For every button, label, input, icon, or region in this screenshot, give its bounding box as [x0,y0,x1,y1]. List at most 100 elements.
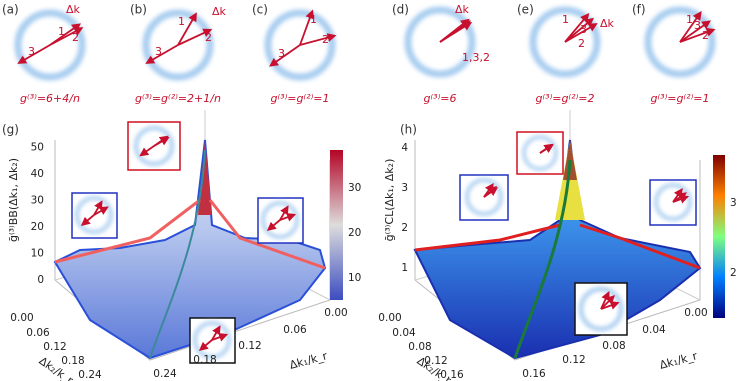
y-tick-label: 0.00 [378,312,401,324]
arrow [177,12,197,46]
arrow-label: 2 [578,37,585,50]
x-tick-label: 0.16 [522,368,546,380]
x-tick-label: 0.00 [324,307,347,319]
y-tick-label: 0.12 [43,341,66,353]
ring [75,196,113,234]
ring [261,201,299,239]
x-axis-label: Δk₁/k_r [658,349,699,372]
z-axis-label: ḡ⁽³⁾BB(Δk₁, Δk₂) [7,158,20,242]
arrow-label: Δk [455,3,470,16]
x-tick-label: 0.18 [193,354,216,366]
colorbar-tick-label: 10 [348,272,361,284]
arrow [672,192,688,203]
axes-box [414,140,701,361]
colorbar [713,155,725,318]
z-tick-label: 20 [31,221,44,233]
arrow [145,44,179,64]
x-tick-label: 0.12 [562,354,585,366]
arrow [266,219,281,231]
arrow-label: 1 [310,13,317,26]
ring [264,9,336,81]
arrow [153,136,170,147]
arrow [17,44,51,64]
panel-label: (c) [252,3,268,17]
arrow [679,11,702,43]
diagonal [513,159,572,359]
x-tick-label: 0.24 [153,368,177,380]
colorbar-tick-label: 30 [348,182,361,194]
arrow [198,339,213,351]
y-tick-label: 0.06 [26,327,50,339]
arrow [80,214,95,226]
arrow-label: 1 [58,25,65,38]
colorbar-tick-label: 20 [348,227,361,239]
arrow [564,17,594,43]
formula: g⁽³⁾=g⁽²⁾=1 [650,92,709,105]
arrow-label: 2 [72,31,79,44]
ring [14,9,86,81]
x-tick-label: 0.06 [283,324,307,336]
x-axis-label: Δk₁/k_r [288,349,329,372]
arrow [279,213,297,222]
formula: g⁽³⁾=6+4/n [20,92,80,105]
formula: g⁽³⁾=6 [423,92,456,105]
arrow [600,301,620,310]
x-tick-label: 0.04 [642,324,666,336]
panel-label: (h) [400,123,417,137]
arrow-label: 3 [580,23,587,36]
arrow-label: 1,3,2 [462,51,490,64]
panel-label: (a) [2,3,19,17]
diagonal [149,149,206,359]
ring [465,178,503,216]
x-tick-label: 0.00 [684,307,707,319]
ring [404,6,476,78]
arrow [483,186,498,198]
ring [142,9,214,81]
z-axis-label: ḡ⁽³⁾CL(Δk₁, Δk₂) [383,159,396,242]
arrow [93,206,109,216]
panel-label: (f) [632,3,646,17]
z-tick-label: 2 [401,222,408,234]
arrow-label: 2 [205,31,212,44]
diagrams [14,6,716,81]
panel-label: (b) [130,3,147,17]
arrow-label: Δk [212,5,227,18]
ridge [414,223,701,270]
panel-label: (g) [2,123,19,137]
ring [578,286,624,332]
peak [198,140,212,215]
y-tick-label: 0.08 [408,341,431,353]
arrow-label: Δk [66,3,81,16]
arrow-label: 1 [178,15,185,28]
z-tick-label: 4 [401,142,408,154]
arrow-label: 3 [694,19,701,32]
z-tick-label: 30 [31,195,44,207]
arrow [49,27,84,46]
arrow-label: Δk [600,17,615,30]
z-tick-label: 10 [31,248,44,260]
arrow [439,20,471,43]
ring [193,321,231,359]
x-tick-label: 0.08 [602,340,625,352]
y-tick-label: 0.16 [440,369,464,381]
ridge [54,198,326,270]
y-tick-label: 0.24 [78,369,102,381]
arrow [299,33,337,46]
inset-diagrams [75,126,692,359]
ring [134,126,174,166]
arrow [269,44,301,67]
arrow [211,333,229,342]
arrow [679,27,716,43]
colorbar [330,150,343,300]
arrow-label: 1 [562,13,569,26]
y-tick-label: 0.12 [424,355,447,367]
ring [522,135,558,171]
arrow [211,325,221,341]
colorbar-tick-label: 2 [730,267,737,279]
formula: g⁽³⁾=g⁽²⁾=2+1/n [135,92,221,105]
x-tick-label: 0.12 [238,340,261,352]
z-tick-label: 50 [31,142,44,154]
arrow [93,200,103,216]
z-tick-label: 1 [401,262,408,274]
arrow [679,20,711,43]
